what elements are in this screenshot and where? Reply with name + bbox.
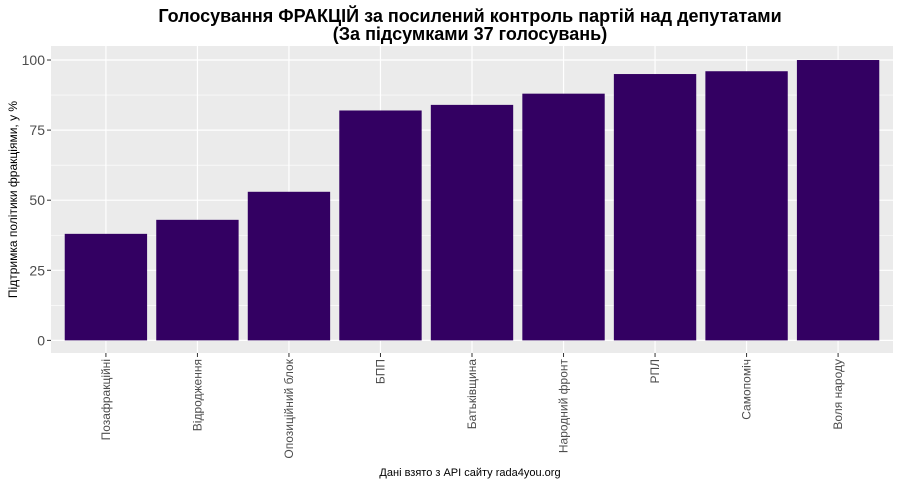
x-tick-label: Воля народу — [831, 359, 845, 430]
y-tick-label: 0 — [37, 332, 45, 348]
x-tick-label: Позафракційні — [99, 359, 113, 440]
bar — [156, 219, 239, 341]
bar — [613, 74, 697, 341]
bar — [339, 110, 422, 341]
y-tick-label: 25 — [29, 262, 45, 278]
bar — [796, 60, 880, 341]
chart-title: Голосування ФРАКЦІЙ за посилений контрол… — [158, 5, 781, 26]
y-tick-label: 75 — [29, 122, 45, 138]
bar — [247, 191, 331, 341]
bars — [64, 60, 880, 341]
x-tick-label: Батьківщина — [465, 359, 479, 430]
x-tick-label: Опозиційний блок — [282, 358, 296, 458]
bar — [430, 104, 514, 341]
y-tick-label: 50 — [29, 192, 45, 208]
y-axis-title: Підтримка політики фракціями, у % — [6, 101, 20, 298]
bar — [64, 233, 148, 341]
x-tick-label: Відродження — [190, 359, 204, 431]
bar — [522, 93, 605, 341]
x-axis: Позафракційні Відродження Опозиційний блок… — [99, 353, 845, 459]
y-tick-label: 100 — [22, 52, 46, 68]
x-tick-label: Народний фронт — [557, 359, 571, 454]
x-tick-label: БПП — [373, 359, 387, 384]
chart-subtitle: (За підсумками 37 голосувань) — [333, 24, 607, 44]
x-tick-label: Самопоміч — [740, 359, 754, 420]
bar — [705, 71, 788, 341]
x-axis-caption: Дані взято з API сайту rada4you.org — [379, 467, 560, 479]
x-tick-label: РПЛ — [648, 359, 662, 384]
y-axis: 0 25 50 75 100 — [22, 52, 51, 348]
